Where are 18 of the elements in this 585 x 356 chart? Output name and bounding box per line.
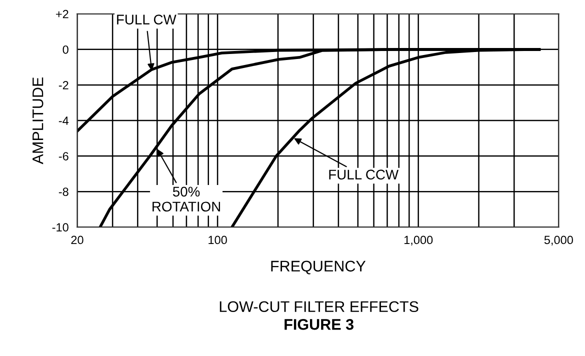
- x-tick-label: 20: [71, 236, 84, 244]
- y-tick-label: -8: [58, 188, 68, 196]
- text: LOW-CUT FILTER EFFECTS: [220, 301, 418, 312]
- y-tick-label: -4: [58, 116, 69, 125]
- x-axis-title: FREQUENCY: [271, 260, 366, 274]
- annotation: FULL CW: [117, 14, 176, 24]
- x-tick-label: 5,000: [544, 236, 573, 246]
- text: FIGURE 3: [284, 319, 354, 330]
- annotation: FULL CCW: [329, 170, 399, 180]
- annotation: 50% ROTATION: [152, 186, 220, 212]
- y-tick-label: 0: [62, 45, 68, 54]
- y-tick-label: +2: [56, 10, 68, 18]
- y-tick-label: -10: [52, 223, 68, 232]
- y-tick-label: -2: [58, 81, 68, 90]
- x-tick-label: 1,000: [404, 236, 433, 246]
- y-axis-title: AMPLITUDE: [32, 77, 44, 164]
- y-tick-label: -6: [58, 152, 68, 160]
- x-tick-label: 100: [208, 236, 227, 244]
